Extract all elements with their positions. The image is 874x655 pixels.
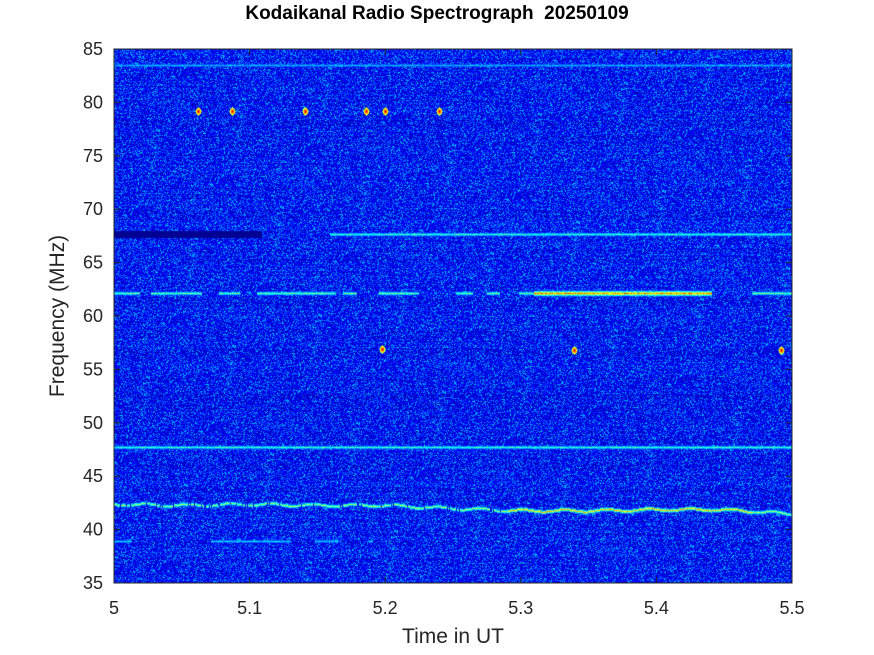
y-tick-label: 65 [83,253,103,273]
y-tick-label: 70 [83,199,103,219]
x-tick-label: 5.4 [644,598,669,618]
spectrogram-heatmap [114,49,792,583]
y-axis-label: Frequency (MHz) [46,235,69,397]
y-tick-label: 85 [83,39,103,59]
tick-labels: 5 5.1 5.2 5.3 5.4 5.5 35 40 45 50 55 60 65 70 75 80 85 [83,39,805,618]
y-tick-label: 50 [83,413,103,433]
y-tick-label: 80 [83,92,103,112]
x-tick-label: 5 [109,598,119,618]
x-tick-label: 5.2 [373,598,398,618]
y-tick-label: 60 [83,306,103,326]
x-axis-label: Time in UT [402,625,504,648]
y-tick-label: 55 [83,359,103,379]
y-tick-label: 75 [83,146,103,166]
y-tick-label: 45 [83,466,103,486]
y-tick-label: 35 [83,573,103,593]
chart-title: Kodaikanal Radio Spectrograph 20250109 [245,3,629,24]
y-tick-label: 40 [83,520,103,540]
x-tick-label: 5.1 [237,598,262,618]
plot-frame [113,48,793,584]
x-tick-label: 5.5 [779,598,804,618]
x-tick-label: 5.3 [508,598,533,618]
